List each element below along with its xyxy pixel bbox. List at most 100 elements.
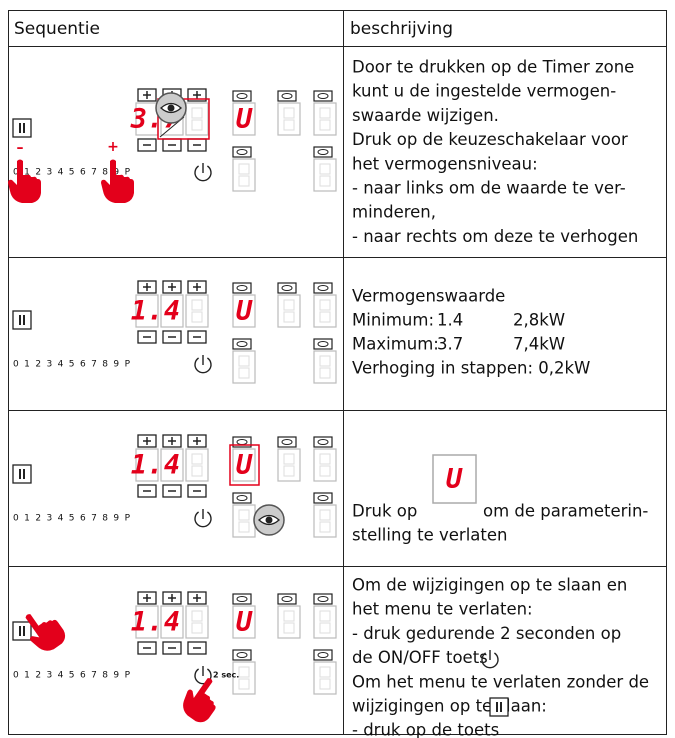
ghost-segment [319,311,331,323]
pause-bar [23,123,25,133]
display-digit: U [446,464,463,495]
slider-minus: – [17,140,24,156]
ghost-segment [283,453,295,465]
description-line: Om de wijzigingen op te slaan en [352,576,627,595]
value-cell: 7,4kW [513,335,565,354]
timer-symbol [236,149,248,155]
timer-key [313,338,333,350]
timer-key [313,492,333,504]
display [135,448,159,482]
power-symbol [194,668,212,685]
pause-bar [496,702,498,712]
timer-key [232,649,252,661]
display [135,605,159,639]
ghost-segment [191,465,203,477]
description-line: swaarde wijzigen. [352,106,499,125]
pause-bar [19,469,21,479]
timer-key [232,593,252,605]
display [232,448,256,482]
ghost-segment [319,453,331,465]
display [232,605,256,639]
display-digit: 4 [164,296,180,327]
timer-key [232,282,252,294]
description-line: om de parameterin- [483,502,648,521]
hand-shape [183,678,216,723]
pause-bar [23,315,25,325]
ghost-segment [319,521,331,533]
highlight-box [229,444,260,486]
ghost-segment [319,678,331,690]
ghost-segment [319,107,331,119]
pupil [265,516,273,524]
display [232,294,256,328]
power-scale: 0 1 2 3 4 5 6 7 8 9 P [13,360,131,370]
timer-symbol [236,341,248,347]
pause-key [12,464,32,484]
display-digit: U [236,450,253,481]
ghost-segment [238,163,250,175]
timer-symbol [236,93,248,99]
description-line: wijzigingen op te slaan: [352,697,547,716]
description-line: - druk op de toets [352,721,499,738]
pause-bar [23,626,25,636]
pause-bar [19,123,21,133]
description-line: Druk op de keuzeschakelaar voor [352,130,628,149]
display-digit: 1. [131,607,164,638]
description-line: - naar links om de waarde te ver- [352,179,626,198]
description-line: het menu te verlaten: [352,600,533,619]
power-symbol [194,357,212,374]
ghost-segment [319,622,331,634]
display [232,102,256,136]
value-cell: 1.4 [437,311,463,330]
description-line: - naar rechts om deze te verhogen [352,227,638,246]
timer-key [313,146,333,158]
description-title: Vermogenswaarde [352,287,505,306]
display [160,605,184,639]
description-line: Druk op [352,502,417,521]
pause-bar [23,469,25,479]
timer-symbol [236,596,248,602]
pause-key [12,310,32,330]
timer-key [313,593,333,605]
ghost-segment [191,453,203,465]
ghost-segment [238,355,250,367]
ghost-segment [283,107,295,119]
timer-key [232,146,252,158]
value-cell: 2,8kW [513,311,565,330]
timer-symbol [236,285,248,291]
ghost-segment [283,610,295,622]
display [160,448,184,482]
header-sequence: Sequentie [14,19,100,39]
pause-key [12,118,32,138]
timer-symbol [317,149,329,155]
ghost-segment [191,299,203,311]
ghost-segment [319,355,331,367]
timer-key [232,90,252,102]
timer-key [232,492,252,504]
description-line: Verhoging in stappen: 0,2kW [352,359,590,378]
description-line: kunt u de ingestelde vermogen- [352,82,616,101]
ghost-segment [283,299,295,311]
ghost-segment [319,509,331,521]
ghost-segment [238,509,250,521]
timer-key [232,338,252,350]
pause-key [489,697,509,717]
description-line: stelling te verlaten [352,526,508,545]
timer-symbol [281,439,293,445]
power-symbol [194,165,212,182]
power-symbol [194,511,212,528]
ghost-segment [191,622,203,634]
hand-shape [101,159,134,203]
timer-symbol [317,93,329,99]
table-grid [8,10,667,735]
display-digit: 4 [164,607,180,638]
ghost-segment [191,610,203,622]
timer-key [313,649,333,661]
timer-symbol [317,596,329,602]
timer-symbol [236,652,248,658]
ghost-segment [191,107,203,119]
display-digit: U [236,104,253,135]
timer-symbol [281,93,293,99]
timer-key [277,282,297,294]
